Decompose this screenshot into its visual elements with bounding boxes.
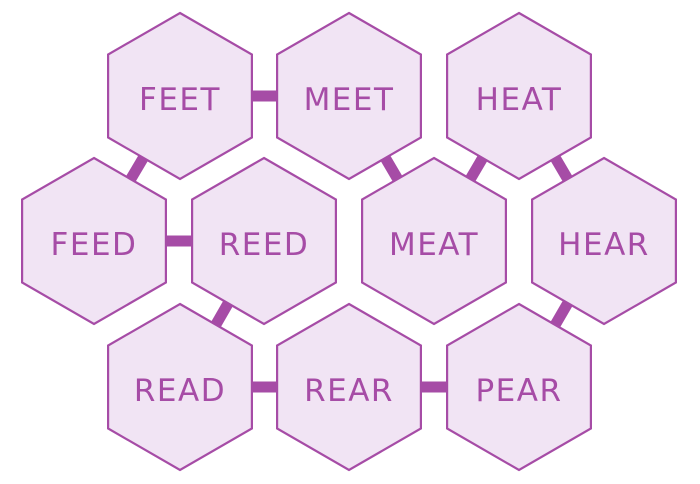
word-label: FEED <box>51 227 138 263</box>
hexagon-shape <box>446 11 593 181</box>
connector-heat-meat <box>464 153 489 184</box>
word-label: FEET <box>139 82 221 118</box>
hex-pear: PEAR <box>446 302 593 472</box>
connector-layer <box>125 90 574 393</box>
hex-rear: REAR <box>276 302 422 472</box>
connector-meat-meet <box>379 153 404 184</box>
hex-feed: FEED <box>21 156 167 326</box>
hex-meet: MEET <box>276 11 422 181</box>
hexagon-shape <box>191 156 337 326</box>
hexagon-shape <box>361 156 507 326</box>
hex-meat: MEAT <box>361 156 507 326</box>
word-label: HEAT <box>476 82 563 118</box>
word-label: REAR <box>304 373 394 409</box>
word-label: READ <box>134 373 226 409</box>
word-label: PEAR <box>475 373 562 409</box>
hexagon-shape <box>106 302 253 472</box>
hexagon-shape <box>106 11 253 181</box>
connector-feet-feed <box>125 153 149 184</box>
hexagon-shape <box>276 11 422 181</box>
hex-reed: REED <box>191 156 337 326</box>
word-label: MEAT <box>389 227 479 263</box>
connector-pear-hear <box>549 299 574 329</box>
hexagon-shape <box>276 302 422 472</box>
hexagon-shape <box>446 302 593 472</box>
word-label: MEET <box>304 82 395 118</box>
hex-heat: HEAT <box>446 11 593 181</box>
hex-hear: HEAR <box>530 156 678 326</box>
hex-feet: FEET <box>106 11 253 181</box>
hexagon-layer: FEET MEET HEAT FEED REED MEAT HEAR READ REAR PEAR <box>21 11 678 472</box>
word-label: REED <box>219 227 310 263</box>
hex-read: READ <box>106 302 253 472</box>
hexagon-shape <box>530 156 678 326</box>
word-label: HEAR <box>558 227 650 263</box>
hexagon-shape <box>21 156 167 326</box>
connector-hear-heat <box>549 153 574 184</box>
connector-reed-read <box>210 299 234 329</box>
